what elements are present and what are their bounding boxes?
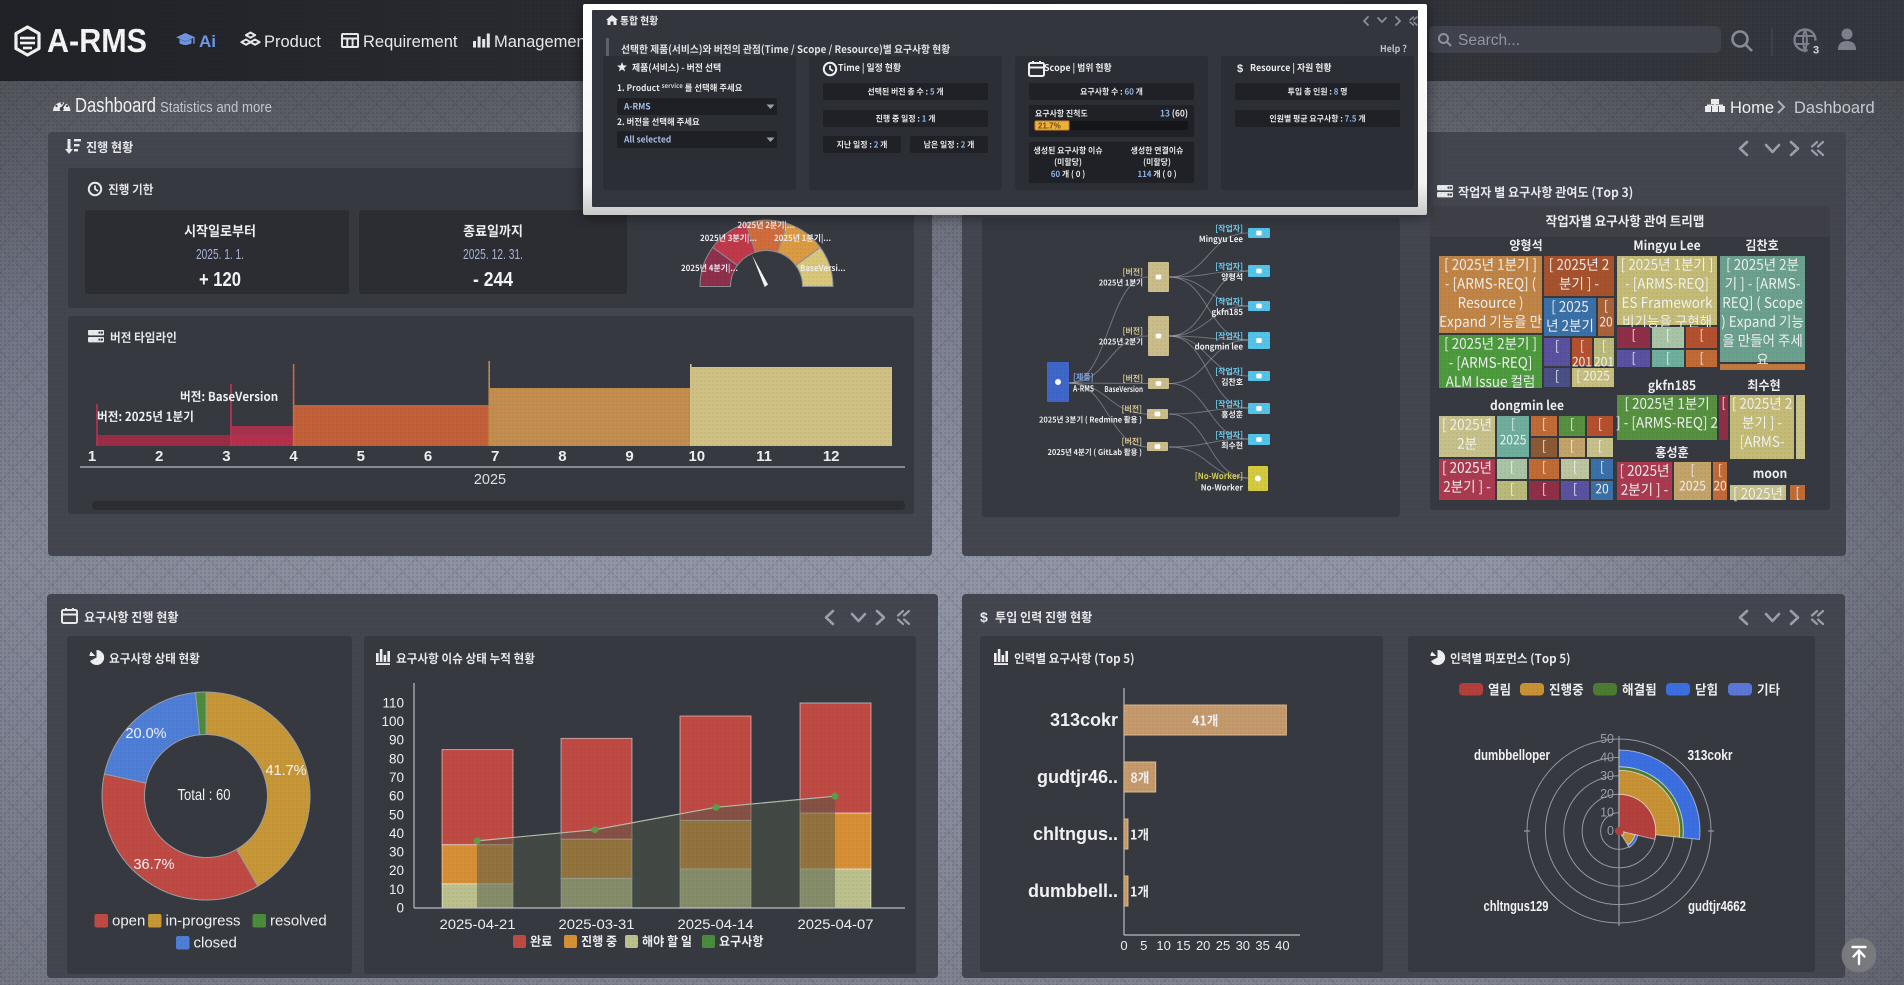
- svg-text:21.7%: 21.7%: [1038, 122, 1061, 131]
- svg-text:$: $: [1237, 63, 1243, 75]
